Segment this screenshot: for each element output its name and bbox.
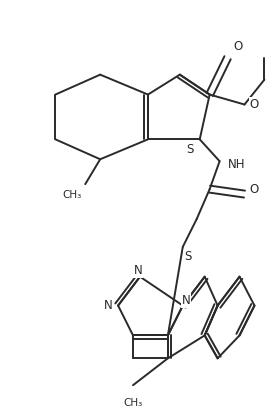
Text: N: N (134, 264, 142, 277)
Text: O: O (233, 40, 242, 53)
Text: S: S (184, 250, 191, 263)
Text: O: O (250, 182, 259, 196)
Text: S: S (186, 143, 193, 156)
Text: NH: NH (228, 158, 245, 171)
Text: N: N (104, 299, 112, 312)
Text: CH₃: CH₃ (63, 190, 82, 200)
Text: N: N (181, 294, 190, 307)
Text: O: O (250, 98, 259, 111)
Text: CH₃: CH₃ (123, 398, 143, 408)
